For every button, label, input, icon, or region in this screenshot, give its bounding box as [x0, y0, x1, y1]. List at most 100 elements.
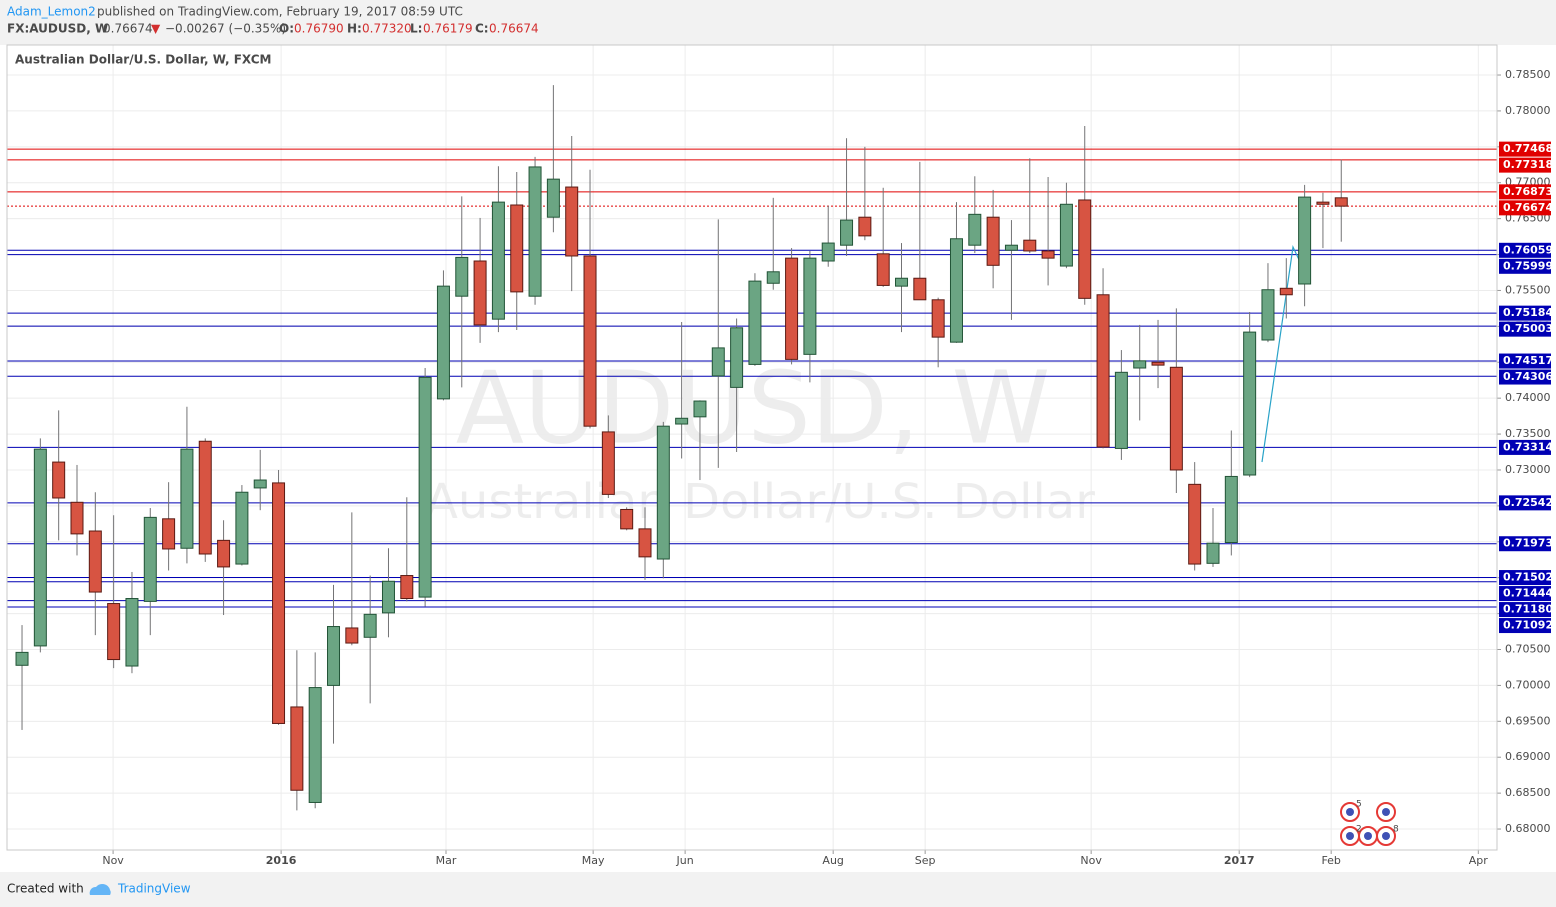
published: published on TradingView.com, February 1…	[97, 5, 463, 19]
x-tick-label: Mar	[436, 854, 457, 867]
brand-logo[interactable]	[89, 883, 111, 895]
candle-body	[766, 271, 780, 284]
created-with: Created with	[7, 882, 84, 896]
price-tag	[1499, 495, 1551, 511]
price-tag	[1499, 439, 1551, 455]
candle-body	[473, 260, 487, 326]
price-tag	[1499, 586, 1551, 602]
price-tag-label: 0.76059	[1503, 243, 1553, 256]
price-tag	[1499, 157, 1551, 173]
x-tick-label: Nov	[102, 854, 124, 867]
candle-body	[88, 530, 102, 593]
candle-body	[1133, 360, 1147, 369]
candle-body	[1334, 197, 1348, 207]
candle-body	[840, 219, 854, 246]
price-tag	[1499, 321, 1551, 337]
y-tick-label: 0.70500	[1505, 643, 1551, 656]
candle-body	[803, 257, 817, 355]
candle-body	[253, 479, 267, 489]
candle-body	[327, 626, 341, 686]
candle-body	[491, 201, 505, 320]
y-tick-label: 0.78000	[1505, 104, 1551, 117]
candle-body	[1041, 250, 1055, 259]
candle-body	[931, 299, 945, 338]
candle-body	[143, 516, 157, 602]
watermark: AUDUSD, W	[456, 349, 1051, 466]
candle-body	[290, 706, 304, 791]
y-tick-label: 0.73500	[1505, 427, 1551, 440]
author[interactable]: Adam_Lemon2	[7, 5, 96, 19]
candle-body	[986, 216, 1000, 266]
event-flag	[1382, 808, 1390, 816]
candle-body	[1188, 483, 1202, 565]
price-tag-label: 0.73314	[1503, 440, 1553, 453]
candle-body	[858, 216, 872, 237]
brand[interactable]: TradingView	[117, 882, 191, 896]
candle-body	[693, 400, 707, 418]
x-tick-label: Apr	[1469, 854, 1489, 867]
event-flag	[1346, 808, 1354, 816]
candle-body	[436, 285, 450, 400]
x-tick-label: Jun	[676, 854, 694, 867]
candle-body	[1023, 239, 1037, 252]
x-tick-label: Sep	[915, 854, 936, 867]
price-tag-label: 0.71180	[1503, 603, 1553, 616]
candle-body	[510, 204, 524, 293]
c: 0.76674	[489, 22, 539, 36]
price-tag	[1499, 242, 1551, 258]
plot-border	[6, 44, 1498, 851]
candle-body	[1151, 361, 1165, 366]
candle-body	[675, 417, 689, 425]
candle-body	[876, 253, 890, 286]
candle-body	[198, 440, 212, 555]
watermark-subtitle: Australian Dollar/U.S. Dollar	[425, 474, 1095, 530]
o-label: O:	[279, 22, 294, 36]
candle-body	[125, 598, 139, 667]
candle-body	[33, 448, 47, 647]
y-tick-label: 0.75500	[1505, 283, 1551, 296]
x-tick-label: 2017	[1224, 854, 1255, 867]
price-tag	[1499, 141, 1551, 157]
candle-body	[107, 603, 121, 661]
price-tag	[1499, 305, 1551, 321]
price-tag-label: 0.76873	[1503, 185, 1553, 198]
price-tag	[1499, 570, 1551, 586]
candle-body	[968, 213, 982, 246]
price-tag-label: 0.75999	[1503, 259, 1553, 272]
candle-body	[895, 277, 909, 287]
candle-body	[638, 528, 652, 558]
h-label: H:	[347, 22, 362, 36]
candle-body	[15, 651, 29, 666]
symbol: FX:AUDUSD, W	[7, 22, 108, 36]
candle-body	[1224, 475, 1238, 544]
y-tick-label: 0.68500	[1505, 786, 1551, 799]
candle-body	[418, 376, 432, 598]
candle-body	[1261, 289, 1275, 341]
candle-body	[1316, 201, 1330, 205]
y-tick-label: 0.70000	[1505, 678, 1551, 691]
header-bg	[0, 0, 1556, 45]
candle-body	[217, 539, 231, 568]
candle-body	[180, 448, 194, 549]
candle-body	[1078, 199, 1092, 299]
candle-body	[1298, 196, 1312, 285]
candle-body	[656, 425, 670, 560]
levels	[7, 148, 1497, 608]
event-flag	[1346, 832, 1354, 840]
candle-body	[601, 431, 615, 495]
candle-body	[949, 238, 963, 343]
price-tag-label: 0.71502	[1503, 571, 1553, 584]
candle-body	[52, 461, 66, 499]
price-tag-label: 0.77468	[1503, 142, 1553, 155]
candle-body	[1279, 287, 1293, 296]
change: −0.00267 (−0.35%)	[165, 22, 286, 36]
h: 0.77320	[362, 22, 412, 36]
y-tick-label: 0.68000	[1505, 822, 1551, 835]
price-tag	[1499, 258, 1551, 274]
candle-body	[363, 613, 377, 638]
price-tag-label: 0.77318	[1503, 158, 1553, 171]
candle-body	[620, 508, 634, 530]
price-tag-label: 0.76674	[1503, 201, 1553, 214]
event-count: 5	[1356, 800, 1362, 810]
